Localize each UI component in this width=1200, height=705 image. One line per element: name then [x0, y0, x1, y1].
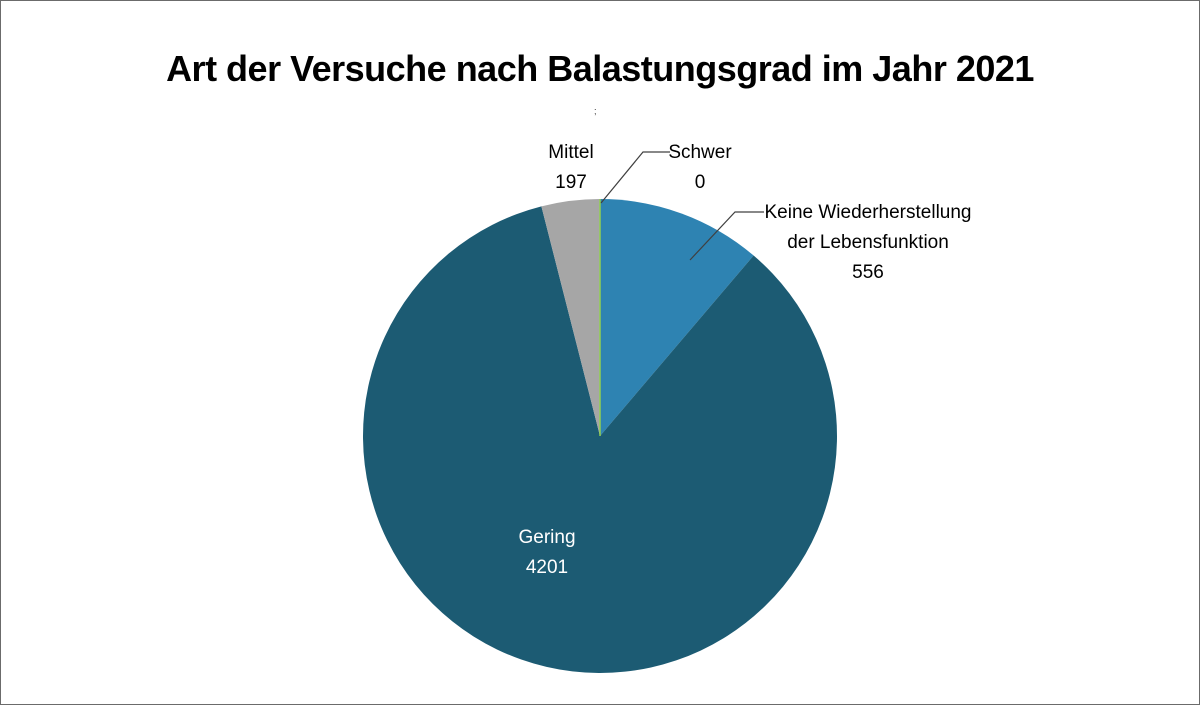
leader-line-schwer [600, 151, 670, 204]
slice-label-schwer: Schwer [668, 142, 732, 163]
chart-title: Art der Versuche nach Balastungsgrad im … [166, 48, 1034, 89]
slice-value-gering: 4201 [526, 557, 568, 578]
pie-slice-gering [362, 206, 837, 674]
pie-slice-keine-wiederherstellung-der-lebensfunktion [600, 199, 754, 436]
slice-label-gering: Gering [518, 527, 575, 548]
slice-value-mittel: 197 [555, 172, 587, 193]
chart-subtitle: ; [594, 106, 597, 116]
slice-label-keine-wiederherstellung-der-lebensfunktion: der Lebensfunktion [787, 232, 949, 253]
slice-value-keine-wiederherstellung-der-lebensfunktion: 556 [852, 262, 884, 283]
leader-line-keine-wiederherstellung-der-lebensfunktion [689, 211, 764, 261]
slice-value-schwer: 0 [695, 172, 706, 193]
slice-label-mittel: Mittel [548, 142, 593, 163]
slice-label-keine-wiederherstellung-der-lebensfunktion: Keine Wiederherstellung [764, 202, 971, 223]
pie-slice-mittel [541, 199, 600, 436]
